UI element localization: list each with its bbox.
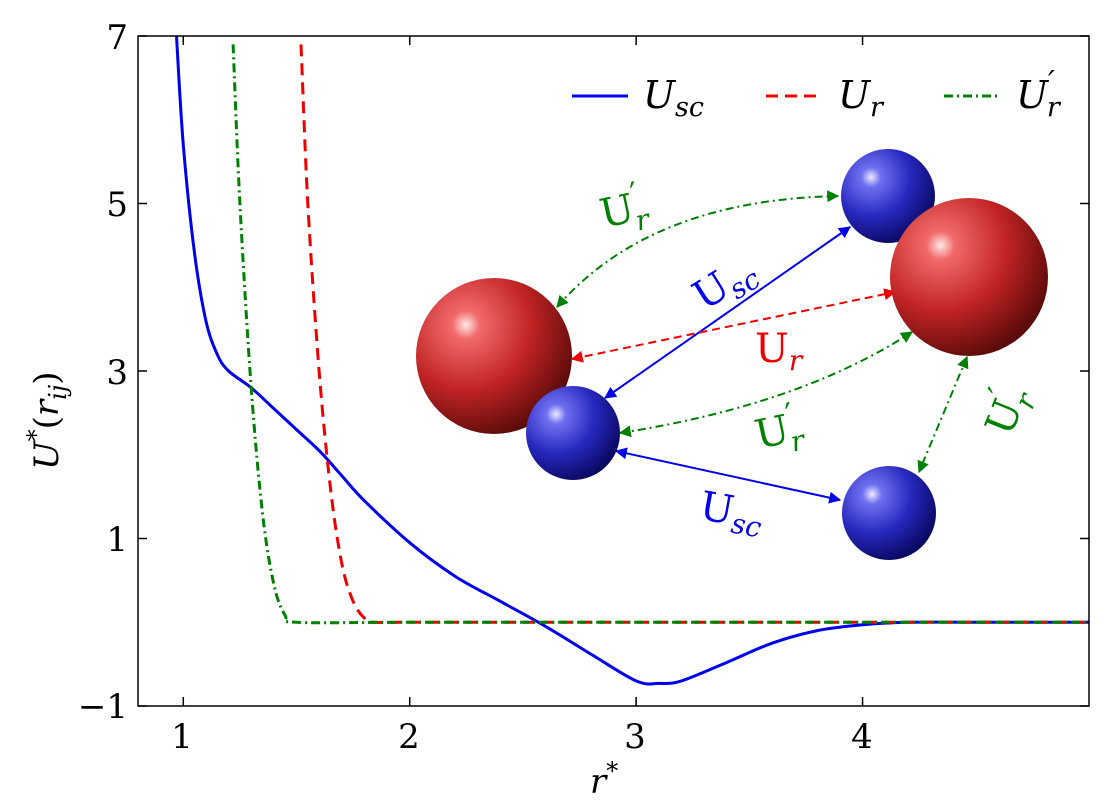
series-layer [175, 36, 1089, 686]
arrow-urp-mid [618, 331, 914, 438]
label-urp-right: U′r [968, 376, 1044, 444]
x-axis-label-main: r [590, 762, 608, 802]
arrow-urp-right [917, 355, 969, 474]
ytick-label-minus1: −1 [78, 687, 128, 727]
x-axis-label-sup: * [606, 757, 618, 785]
xtick-label-2: 2 [398, 717, 420, 757]
label-ur-sub: r [789, 344, 804, 377]
legend-label-ur: Ur [838, 73, 885, 123]
arrow-usc-top [604, 226, 851, 399]
sphere-blue-top [841, 149, 935, 243]
sphere-red-right [890, 198, 1048, 356]
x-axis-label: r* [590, 757, 618, 802]
legend-ur-sub: r [870, 92, 885, 123]
label-ur-main: U [755, 326, 789, 372]
label-usc-top: Usc [685, 247, 766, 324]
sphere-blue-bottom [842, 466, 936, 560]
xtick-label-1: 1 [171, 717, 193, 757]
label-urp-mid-sub: r [787, 423, 809, 458]
sphere-blue-left [526, 386, 620, 480]
label-usc-bottom-main: U [696, 483, 737, 534]
legend-usc-main: U [643, 73, 677, 117]
label-usc-bottom-sub: sc [729, 507, 765, 545]
label-urp-top-sub: r [632, 202, 654, 237]
y-axis-label-sup: * [22, 429, 50, 441]
xtick-label-3: 3 [624, 717, 646, 757]
series-line-ur [299, 44, 1089, 625]
legend-urp-prime: ′ [1048, 65, 1055, 100]
sphere-red-left [416, 278, 572, 434]
arrow-urp-top [556, 190, 840, 308]
legend-ur-main: U [838, 73, 872, 117]
molecule-arrows [556, 190, 969, 504]
ytick-label-7: 7 [106, 18, 128, 58]
label-ur: Ur [755, 326, 804, 377]
molecule-spheres [416, 149, 1048, 560]
legend: Usc Ur U′ r [572, 65, 1062, 123]
series-line-ur-prime [231, 44, 1089, 625]
ytick-label-3: 3 [106, 353, 128, 393]
y-axis-label-main: U [27, 440, 67, 470]
xtick-label-4: 4 [851, 717, 873, 757]
legend-label-usc: Usc [643, 73, 704, 123]
label-urp-top: U′r [594, 173, 654, 245]
arrow-usc-bottom [614, 447, 842, 504]
y-axis-label-sub: ij [44, 384, 72, 400]
y-axis-label-paren-open: ( [27, 416, 67, 429]
legend-urp-sub: r [1047, 92, 1062, 123]
series-line-usc [175, 36, 1089, 686]
ytick-label-1: 1 [106, 520, 128, 560]
y-axis-label-r: r [27, 398, 67, 416]
ticks-layer [138, 35, 1089, 707]
y-axis-label-paren-close: ) [27, 371, 67, 384]
label-urp-mid: U′r [749, 394, 809, 466]
ytick-label-5: 5 [106, 185, 128, 225]
label-usc-bottom: Usc [695, 483, 767, 544]
y-axis-label: U*(rij) [22, 371, 72, 470]
legend-urp-main: U [1016, 73, 1050, 117]
legend-usc-sub: sc [675, 92, 704, 123]
legend-label-urp: U′ r [1016, 65, 1062, 123]
